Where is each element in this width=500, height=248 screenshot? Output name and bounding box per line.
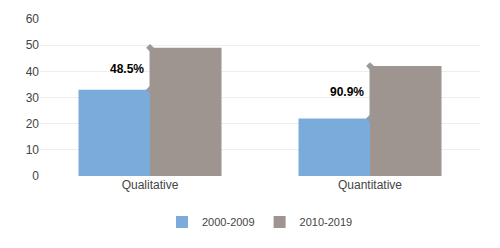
svg-text:2000-2009: 2000-2009	[202, 216, 255, 228]
svg-text:10: 10	[26, 143, 40, 157]
svg-text:2010-2019: 2010-2019	[300, 216, 353, 228]
svg-text:30: 30	[26, 91, 40, 105]
svg-text:Quantitative: Quantitative	[338, 178, 402, 192]
svg-text:20: 20	[26, 117, 40, 131]
svg-text:90.9%: 90.9%	[330, 85, 364, 99]
svg-text:60: 60	[26, 12, 40, 26]
svg-text:Qualitative: Qualitative	[122, 178, 179, 192]
svg-text:50: 50	[26, 38, 40, 52]
svg-text:48.5%: 48.5%	[110, 62, 144, 76]
svg-text:40: 40	[26, 65, 40, 79]
svg-text:0: 0	[32, 169, 39, 183]
